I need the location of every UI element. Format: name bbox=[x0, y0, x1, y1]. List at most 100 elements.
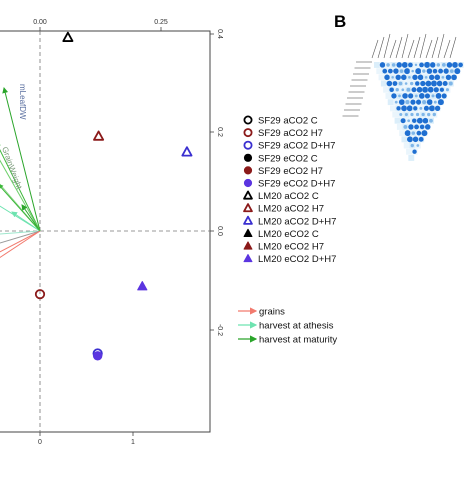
heatmap-dot bbox=[407, 119, 411, 123]
heatmap-dot bbox=[404, 82, 408, 85]
heatmap-dot bbox=[421, 112, 425, 117]
heatmap-dot bbox=[445, 74, 452, 80]
bottom-tick-label: 1 bbox=[131, 439, 135, 446]
legend-label: grains bbox=[259, 307, 285, 318]
heatmap-cell bbox=[396, 124, 403, 130]
heatmap-dot bbox=[417, 74, 424, 81]
heatmap-dot bbox=[409, 81, 414, 86]
heatmap-dot bbox=[432, 112, 437, 117]
heatmap-dot bbox=[393, 68, 399, 74]
heatmap-dot bbox=[404, 68, 411, 75]
legend-label: LM20 eCO2 D+H7 bbox=[258, 254, 336, 265]
heatmap-dot bbox=[415, 68, 422, 75]
heatmap-dot bbox=[419, 62, 424, 68]
bottom-tick-label: 0 bbox=[38, 439, 42, 446]
legend-marker bbox=[243, 190, 253, 200]
score-point bbox=[93, 130, 105, 141]
loading-arrow bbox=[0, 183, 41, 232]
heatmap-dot bbox=[412, 149, 417, 154]
heatmap-dot bbox=[434, 74, 441, 81]
heatmap-cell bbox=[387, 99, 394, 106]
heatmap-dot bbox=[429, 74, 435, 81]
heatmap-dot bbox=[395, 74, 401, 81]
heatmap-dot bbox=[446, 62, 453, 68]
heatmap-dot bbox=[410, 112, 414, 117]
heatmap-dot bbox=[422, 117, 429, 124]
arrow-legend: grains harvest at athesis harvest at matur… bbox=[238, 307, 337, 346]
heatmap-dot bbox=[382, 68, 388, 74]
heatmap-dot bbox=[398, 81, 403, 86]
loading-arrow bbox=[0, 141, 41, 232]
heatmap-dot bbox=[401, 105, 408, 112]
heatmap-dot bbox=[424, 93, 431, 99]
heatmap-dot bbox=[420, 80, 426, 87]
heatmap-dot bbox=[449, 69, 454, 74]
heatmap-cell bbox=[392, 111, 399, 118]
heatmap-dot bbox=[422, 69, 426, 73]
heatmap-axis-label bbox=[437, 33, 445, 59]
heatmap-dot bbox=[399, 69, 404, 73]
heatmap-dot bbox=[404, 130, 411, 137]
heatmap-dot bbox=[402, 93, 408, 99]
legend-label: LM20 aCO2 H7 bbox=[258, 204, 324, 215]
loading-label: mLeafDW bbox=[18, 84, 27, 120]
legend-marker bbox=[243, 253, 253, 263]
legend-marker bbox=[243, 228, 253, 237]
legend-label: harvest at maturity bbox=[259, 335, 337, 346]
heatmap-dot bbox=[454, 68, 461, 75]
loading-arrow bbox=[21, 204, 41, 232]
loading-arrow bbox=[0, 230, 41, 235]
heatmap-dot bbox=[395, 88, 399, 92]
heatmap-dot bbox=[419, 124, 425, 130]
heatmap-dot bbox=[422, 86, 429, 93]
heatmap-dot bbox=[452, 61, 458, 68]
heatmap-dot bbox=[406, 136, 413, 143]
heatmap-dot bbox=[398, 94, 401, 98]
score-points bbox=[34, 31, 193, 361]
legend-label: SF29 aCO2 H7 bbox=[258, 128, 323, 139]
heatmap-dot bbox=[400, 118, 406, 124]
legend-label: LM20 eCO2 H7 bbox=[258, 242, 324, 253]
heatmap-dot bbox=[386, 63, 390, 67]
right-tick-label: 0.2 bbox=[216, 127, 223, 137]
heatmap-dot bbox=[391, 93, 397, 99]
heatmap-dot bbox=[434, 105, 441, 111]
heatmap-dot bbox=[425, 80, 432, 87]
heatmap-dot bbox=[411, 87, 417, 93]
heatmap-dot bbox=[421, 130, 428, 137]
legend-marker bbox=[243, 153, 253, 162]
heatmap-dot bbox=[384, 74, 390, 81]
legend-marker bbox=[243, 140, 253, 150]
heatmap-dot bbox=[418, 93, 425, 99]
heatmap-dot bbox=[424, 75, 428, 79]
legend-label: SF29 aCO2 D+H7 bbox=[258, 141, 335, 152]
score-point bbox=[92, 351, 103, 361]
top-tick-label: 0.00 bbox=[33, 19, 47, 26]
heatmap-dot bbox=[411, 69, 414, 73]
loading-arrow bbox=[0, 230, 41, 259]
heatmap-dot bbox=[401, 88, 405, 92]
heatmap-dot bbox=[436, 80, 443, 87]
heatmap-axis-label bbox=[389, 39, 397, 59]
legend-label: LM20 eCO2 C bbox=[258, 229, 319, 240]
heatmap-dot bbox=[401, 61, 408, 68]
heatmap-dot bbox=[406, 105, 413, 112]
top-tick-label: 0.25 bbox=[154, 19, 168, 26]
heatmap-dot bbox=[415, 81, 420, 86]
loading-arrow bbox=[0, 159, 41, 232]
heatmap-dot bbox=[426, 68, 433, 74]
legend-marker bbox=[243, 115, 253, 125]
heatmap-axis-label bbox=[419, 33, 427, 59]
heatmap-dot bbox=[429, 62, 436, 68]
heatmap-dot bbox=[431, 80, 437, 87]
heatmap-dot bbox=[435, 93, 442, 99]
score-point bbox=[62, 31, 74, 42]
heatmap-dot bbox=[408, 124, 414, 130]
plot-frame bbox=[0, 30, 211, 433]
score-point bbox=[34, 289, 46, 300]
legend-label: LM20 aCO2 C bbox=[258, 191, 319, 202]
heatmap-dot bbox=[432, 68, 438, 74]
heatmap-dot bbox=[423, 105, 429, 111]
heatmap-dot bbox=[415, 112, 420, 117]
